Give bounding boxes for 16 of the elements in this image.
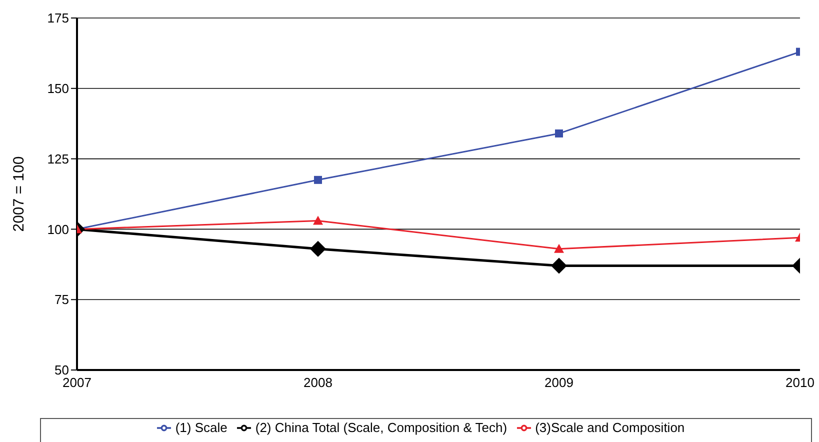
x-tick-label: 2009 — [544, 375, 574, 390]
legend-label: (2) China Total (Scale, Composition & Tech) — [255, 420, 508, 435]
x-tick-label: 2007 — [62, 375, 92, 390]
y-tick-label: 50 — [54, 362, 69, 378]
point — [555, 129, 563, 138]
y-tick-label: 175 — [47, 10, 69, 26]
y-tick-label: 75 — [54, 292, 69, 308]
legend-label: (3)Scale and Composition — [535, 420, 685, 435]
y-axis-title: 2007 = 100 — [10, 156, 28, 232]
y-tick-label: 100 — [47, 222, 69, 237]
x-tick-label: 2010 — [786, 375, 814, 390]
y-tick-label: 125 — [47, 151, 69, 166]
y-tick-label: 150 — [47, 81, 69, 96]
legend-label: (1) Scale — [175, 420, 228, 435]
x-tick-label: 2008 — [304, 375, 332, 390]
point — [314, 176, 322, 184]
